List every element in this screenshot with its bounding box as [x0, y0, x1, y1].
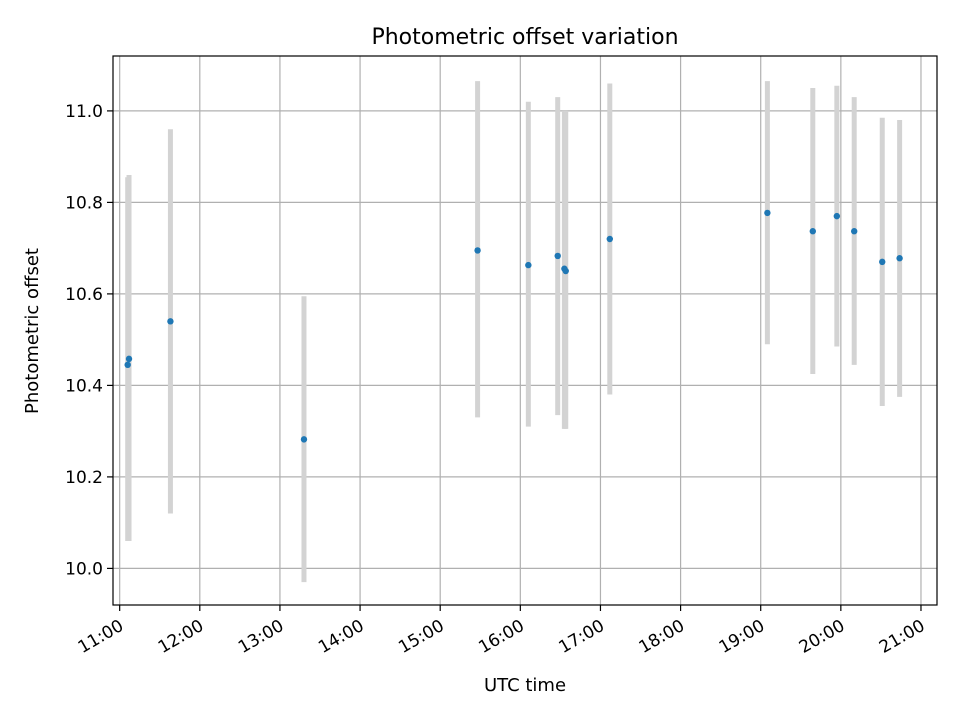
x-axis-label: UTC time: [484, 675, 566, 696]
y-axis-label: Photometric offset: [22, 248, 43, 414]
y-tick-label: 10.2: [65, 468, 103, 488]
x-axis-ticks: 11:00 12:00 13:00 14:00 15:00 16:00 17:00 18:00…: [75, 605, 928, 658]
data-point: [300, 436, 308, 443]
data-point: [124, 361, 131, 369]
data-point: [167, 318, 174, 325]
x-tick-label: 14:00: [315, 616, 367, 658]
y-tick-label: 11.0: [65, 102, 103, 122]
x-tick-label: 18:00: [636, 616, 688, 658]
x-tick-label: 20:00: [796, 616, 848, 658]
plot-frame: [112, 55, 938, 606]
grid: [113, 56, 937, 605]
y-tick-label: 10.4: [65, 376, 103, 396]
x-tick-label: 12:00: [155, 616, 207, 658]
data-points: [124, 209, 903, 443]
y-tick-label: 10.0: [65, 559, 103, 579]
data-point: [896, 255, 903, 262]
data-point: [764, 209, 771, 217]
data-point: [554, 252, 561, 260]
data-point: [850, 228, 858, 235]
x-tick-label: 15:00: [395, 616, 447, 658]
x-tick-label: 11:00: [75, 616, 127, 658]
chart-title: Photometric offset variation: [371, 25, 678, 50]
data-point: [809, 228, 816, 235]
y-tick-label: 10.8: [65, 193, 103, 213]
x-tick-label: 21:00: [876, 616, 928, 658]
data-point: [125, 355, 133, 363]
data-point: [879, 258, 886, 266]
data-point: [474, 247, 481, 254]
x-tick-label: 17:00: [556, 616, 608, 658]
x-tick-label: 19:00: [716, 616, 768, 658]
data-point: [833, 212, 841, 220]
x-tick-label: 13:00: [235, 616, 287, 658]
data-point: [525, 261, 532, 269]
data-point: [606, 235, 614, 243]
y-axis-ticks: 10.0 10.2 10.4 10.6 10.8 11.0: [65, 102, 113, 579]
error-bars: [125, 81, 903, 583]
data-point: [562, 267, 569, 275]
y-tick-label: 10.6: [65, 285, 103, 305]
x-tick-label: 16:00: [475, 616, 527, 658]
